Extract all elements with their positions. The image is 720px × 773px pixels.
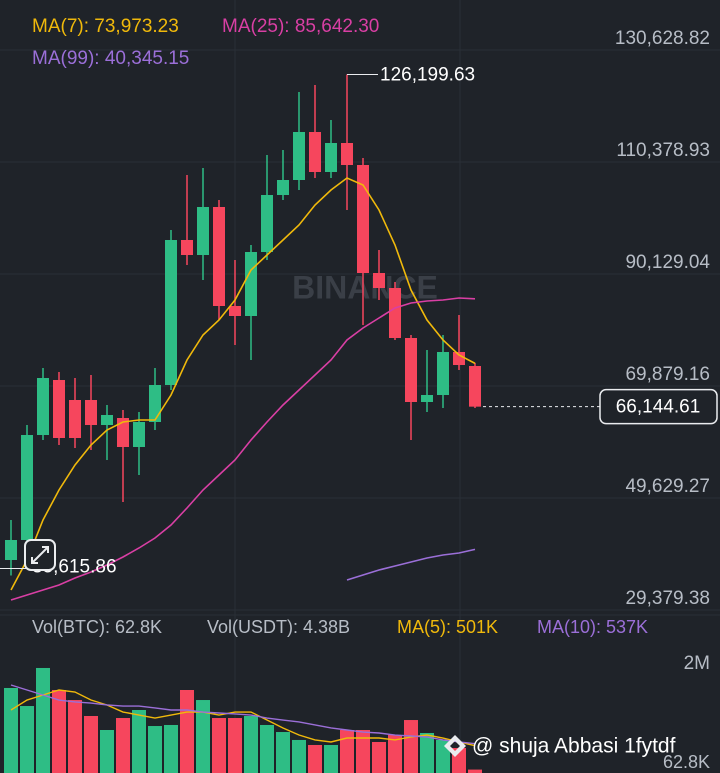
candle-body [37,377,49,435]
y-tick-label: 130,628.82 [615,28,710,49]
volume-bar [324,744,338,773]
volume-bar [244,715,258,773]
volume-last-label: 62.8K [663,752,710,772]
ma-line [10,177,476,591]
volume-bar [276,732,290,773]
candle-body [437,352,449,395]
legend-entry: MA(7): 73,973.23 [32,16,179,37]
logo [444,735,466,757]
volume-bar [4,687,18,773]
watermark: BINANCE [292,269,438,305]
candle-body [453,352,465,365]
last-price-label: 66,144.61 [616,397,701,418]
y-tick-label: 49,629.27 [625,476,710,497]
candle-body [213,207,225,307]
volume-bar [84,715,98,773]
plot: 130,628.82 110,378.93 90,129.04 69,879.16 49… [0,16,718,773]
volume-bar [212,718,226,773]
y-tick-label: 69,879.16 [625,364,710,385]
candle-body [5,540,17,560]
legend-entry: MA(99): 40,345.15 [32,48,189,69]
candle-body [229,306,241,317]
candle-body [357,165,369,273]
candle-body [133,422,145,448]
volume-bar [148,726,162,773]
candle-body [197,207,209,255]
candle-body [101,415,113,425]
candle-body [341,142,353,165]
expand-icon[interactable] [24,539,56,571]
high-label: 126,199.63 [380,65,475,86]
candle-body [373,272,385,288]
legend-entry: MA(25): 85,642.30 [222,16,379,37]
candle-body [21,435,33,540]
volume-bar [68,700,82,773]
candle-body [69,400,81,438]
candle-body [261,195,273,253]
volume-ma-legend: MA(5): 501K [397,617,498,637]
volume-bar [372,741,386,773]
candle-body [181,240,193,255]
ma-line [10,684,476,745]
y-tick-label: 29,379.38 [625,588,710,609]
volume-bar [260,724,274,773]
last-price-box [599,388,718,425]
volume-legend: Vol(BTC): 62.8K [32,617,162,637]
candle-body [149,385,161,423]
candle-body [405,337,417,403]
volume-bar [164,724,178,773]
volume-bar [340,729,354,773]
volume-bar [36,667,50,773]
volume-bar [308,744,322,773]
ma-line [10,689,476,747]
ma-line [346,548,476,581]
grid [0,49,720,611]
volume-bar [52,689,66,773]
candle-body [53,380,65,438]
volume-bar [100,729,114,773]
volume-ma-legend: MA(10): 537K [537,617,648,637]
volume-bar [196,700,210,773]
footer-icon [444,735,466,757]
volume-bar [20,706,34,773]
icon-arrows [31,546,49,564]
ma-line [10,297,476,601]
candle-body [309,132,321,173]
candle-body [165,240,177,385]
volume-bar [228,718,242,773]
volume-bar [388,735,402,773]
volume-bar [420,732,434,773]
candle-body [325,142,337,173]
volume-bar [468,769,482,773]
volume-legend: Vol(USDT): 4.38B [207,617,350,637]
candle-body [389,287,401,338]
volume-bar [404,720,418,773]
candle-body [277,180,289,195]
candle-body [117,417,129,448]
candle-body [245,252,257,317]
y-tick-label: 2M [684,653,710,674]
volume-bar [180,689,194,773]
y-tick-label: 90,129.04 [625,252,710,273]
volume-bar [292,739,306,773]
footer-text: @ shuja Abbasi 1fytdf [472,735,676,758]
y-tick-label: 110,378.93 [616,140,710,161]
candle-body [421,395,433,403]
volume-bar [132,709,146,773]
candle-body [85,400,97,425]
candle-body [469,366,481,407]
volume-bar [116,718,130,773]
candle-body [293,132,305,180]
volume-bar [356,729,370,773]
